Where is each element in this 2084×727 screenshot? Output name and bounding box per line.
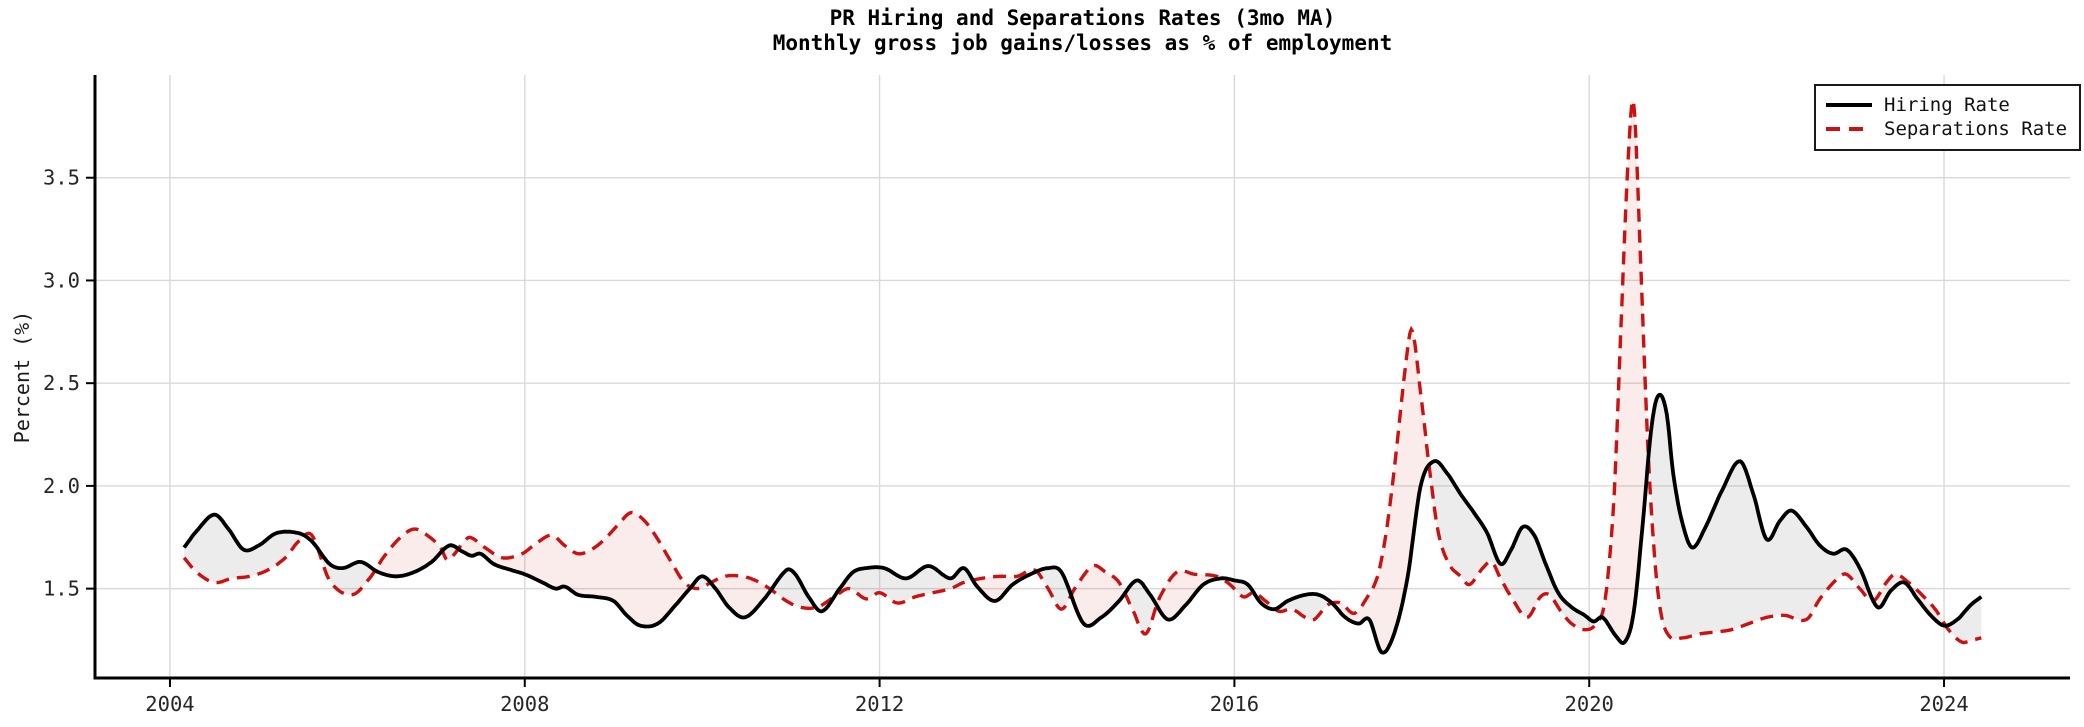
y-tick-label: 1.5 [43,577,80,601]
fill-region [318,549,376,595]
fill-region [1332,329,1429,653]
fill-region [1648,394,1874,640]
x-tick-label: 2020 [1565,692,1614,716]
x-tick-label: 2012 [855,692,904,716]
x-tick-label: 2024 [1919,692,1968,716]
x-tick-label: 2008 [500,692,549,716]
fill-region [458,512,691,627]
legend-item-separations-rate: Separations Rate [1826,117,2067,141]
y-tick-label: 3.0 [43,268,80,292]
hiring-line [182,392,1983,655]
fill-region [1873,574,1946,626]
y-axis-label: Percent (%) [10,310,34,444]
y-tick-label: 3.5 [43,166,80,190]
x-tick-label: 2016 [1210,692,1259,716]
chart-subtitle: Monthly gross job gains/losses as % of e… [772,31,1393,55]
separations-line [182,98,1982,645]
fill-region [1600,100,1649,644]
fill-region [1156,570,1222,620]
y-tick-label: 2.0 [43,474,80,498]
legend: Hiring Rate Separations Rate [1814,84,2082,151]
fill-region [1945,596,1982,643]
fill-region [1071,565,1125,626]
chart-header: PR Hiring and Separations Rates (3mo MA)… [95,6,2070,56]
legend-label: Separations Rate [1884,118,2068,140]
dashed-line-sample-icon [1826,127,1872,131]
fill-region [834,566,973,604]
legend-label: Hiring Rate [1884,94,2010,116]
fill-region [771,569,816,609]
solid-line-sample-icon [1826,103,1872,107]
y-tick-label: 2.5 [43,371,80,395]
x-tick-label: 2004 [145,692,194,716]
chart-title: PR Hiring and Separations Rates (3mo MA) [829,6,1336,30]
fill-region [184,514,305,583]
legend-item-hiring-rate: Hiring Rate [1826,93,2067,117]
